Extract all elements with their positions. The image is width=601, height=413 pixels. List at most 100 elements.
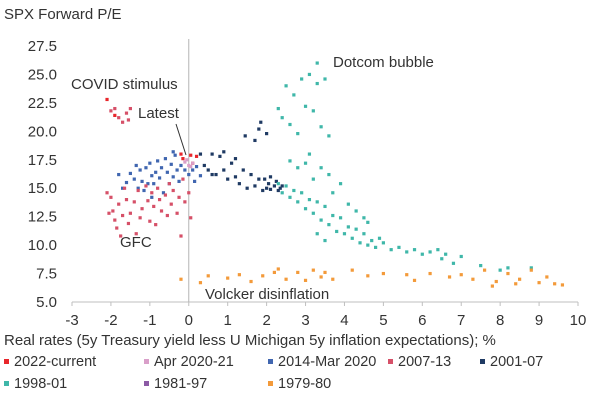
data-point xyxy=(553,282,557,286)
data-point xyxy=(350,268,354,272)
data-point xyxy=(124,111,129,115)
data-point xyxy=(331,277,335,281)
data-point xyxy=(107,211,111,215)
data-point xyxy=(280,184,284,188)
data-point xyxy=(159,209,164,213)
data-point xyxy=(266,182,271,186)
x-tick-label: -3 xyxy=(65,312,78,329)
data-point xyxy=(284,84,288,88)
data-point xyxy=(117,116,121,120)
data-point xyxy=(444,252,448,256)
data-point xyxy=(342,232,347,236)
data-point xyxy=(189,216,193,220)
data-point xyxy=(140,207,144,211)
legend-marker xyxy=(268,381,273,386)
data-point xyxy=(161,191,166,195)
data-point xyxy=(459,254,463,259)
data-point xyxy=(146,182,150,186)
data-point xyxy=(354,209,358,213)
data-point xyxy=(346,202,350,206)
data-point xyxy=(311,109,315,113)
data-point xyxy=(138,216,142,220)
data-point xyxy=(148,161,152,165)
legend-marker xyxy=(144,381,149,386)
data-point xyxy=(138,168,142,172)
x-tick-label: 10 xyxy=(570,312,587,329)
data-point xyxy=(479,263,483,268)
data-point xyxy=(148,219,152,223)
data-point xyxy=(405,273,409,277)
data-point xyxy=(278,186,282,190)
legend-label: 1981-97 xyxy=(154,376,207,392)
legend-marker xyxy=(268,359,273,364)
data-point xyxy=(179,277,183,281)
x-tick-label: 1 xyxy=(224,312,232,329)
data-point xyxy=(206,168,210,172)
data-point xyxy=(157,176,162,180)
data-point xyxy=(284,277,288,281)
data-point xyxy=(210,172,214,177)
data-point xyxy=(202,163,206,168)
data-point xyxy=(191,168,195,172)
legend-label: 2007-13 xyxy=(398,354,451,370)
data-point xyxy=(249,279,253,284)
data-point xyxy=(150,174,154,178)
data-point xyxy=(183,200,187,204)
data-point xyxy=(122,186,127,190)
legend-marker xyxy=(4,381,9,386)
data-point xyxy=(165,170,169,174)
data-point xyxy=(117,202,121,206)
data-point xyxy=(303,207,308,211)
data-point xyxy=(194,154,199,158)
data-point xyxy=(315,200,319,204)
x-tick-label: -2 xyxy=(104,312,117,329)
data-point xyxy=(323,270,327,275)
data-point xyxy=(381,241,385,245)
data-point xyxy=(350,236,354,240)
data-point xyxy=(323,204,327,209)
data-point xyxy=(140,179,144,183)
x-tick-label: 8 xyxy=(496,312,504,329)
data-point xyxy=(179,152,183,156)
annotation-covid: COVID stimulus xyxy=(71,76,178,93)
data-point xyxy=(366,243,370,247)
data-point xyxy=(177,179,181,183)
x-tick-label: -1 xyxy=(143,312,156,329)
legend-marker xyxy=(480,359,485,364)
data-point xyxy=(191,161,195,165)
data-point xyxy=(529,268,533,272)
data-point xyxy=(288,159,292,163)
x-tick-label: 6 xyxy=(418,312,426,329)
y-axis-ticks: 5.0 7.5 10.0 12.5 15.0 17.5 20.0 22.5 25.0 27.5 xyxy=(28,38,57,311)
data-point xyxy=(249,172,253,177)
data-point xyxy=(177,195,181,199)
data-point xyxy=(111,209,115,213)
data-point xyxy=(261,188,265,193)
data-point xyxy=(482,268,487,272)
data-point xyxy=(152,182,156,186)
data-point xyxy=(436,248,440,252)
data-point xyxy=(405,250,409,254)
data-point xyxy=(471,277,475,281)
data-point xyxy=(490,284,494,288)
data-point xyxy=(274,179,278,183)
data-point xyxy=(257,127,261,131)
y-tick-label: 17.5 xyxy=(28,152,57,169)
data-point xyxy=(142,188,146,193)
data-point xyxy=(189,165,193,169)
legend-label: 1979-80 xyxy=(278,376,331,392)
data-point xyxy=(377,236,382,240)
data-point xyxy=(206,274,210,278)
data-point xyxy=(105,191,109,195)
data-point xyxy=(545,275,549,279)
data-point xyxy=(126,221,131,226)
data-point xyxy=(518,277,522,281)
data-point xyxy=(163,193,168,197)
data-point xyxy=(335,229,339,234)
data-point xyxy=(374,245,378,249)
data-point xyxy=(307,152,312,156)
data-point xyxy=(268,175,273,179)
data-point xyxy=(323,77,327,81)
latest-pointer-line xyxy=(175,123,187,156)
data-point xyxy=(185,158,189,162)
